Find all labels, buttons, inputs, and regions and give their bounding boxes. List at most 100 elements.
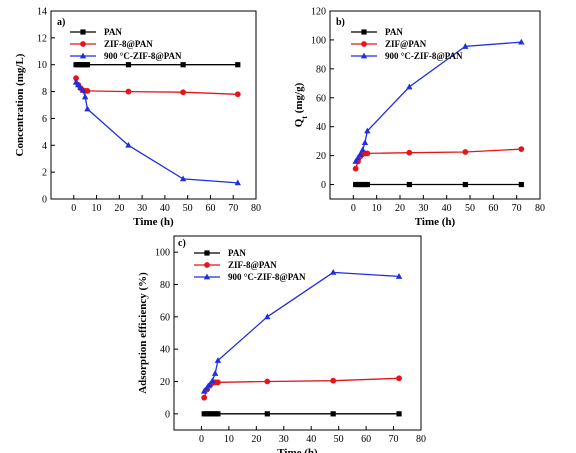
data-point-zif	[364, 150, 371, 157]
series-line-zif	[75, 77, 238, 95]
y-tick-label: 40	[316, 122, 326, 133]
data-point-c900	[214, 357, 222, 363]
x-axis-label: Time (h)	[133, 216, 174, 228]
data-point-c900	[329, 268, 337, 275]
x-tick-label: 40	[160, 203, 170, 214]
x-tick-label: 70	[389, 434, 399, 445]
y-tick-label: 0	[321, 180, 326, 191]
legend-marker	[203, 273, 211, 280]
data-point-c900	[354, 154, 362, 161]
legend-marker	[80, 29, 86, 35]
legend-label: 900 °C-ZIF-8@PAN	[104, 51, 182, 61]
legend-marker	[361, 41, 367, 47]
y-tick-label: 12	[37, 33, 47, 44]
y-tick-label: 14	[37, 7, 47, 18]
x-tick-label: 60	[361, 434, 371, 445]
data-point-zif	[462, 149, 469, 155]
data-point-c900	[234, 179, 241, 186]
data-point-zif	[73, 75, 79, 82]
data-point-zif	[264, 378, 271, 385]
legend-marker	[80, 41, 86, 47]
legend-label: ZIF@PAN	[385, 39, 427, 49]
legend-label: ZIF-8@PAN	[228, 260, 277, 270]
data-point-zif	[396, 375, 402, 382]
y-tick-label: 60	[160, 312, 170, 323]
y-tick-label: 80	[160, 280, 170, 291]
panel-letter: a)	[57, 17, 65, 28]
x-tick-label: 50	[465, 203, 475, 214]
y-tick-label: 0	[42, 195, 47, 206]
data-point-c900	[200, 387, 208, 394]
data-point-c900	[364, 127, 371, 134]
legend-label: 900 °C-ZIF-8@PAN	[385, 51, 463, 61]
data-point-c900	[79, 86, 87, 93]
legend-marker	[79, 52, 87, 59]
data-point-pan	[207, 411, 213, 417]
series-line-zif	[355, 148, 522, 169]
y-tick-label: 6	[42, 114, 47, 125]
data-point-c900	[462, 43, 469, 49]
data-point-pan	[212, 411, 218, 417]
legend: PAN ZIF@PAN 900 °C-ZIF-8@PAN	[351, 27, 463, 61]
legend: PAN ZIF-8@PAN 900 °C-ZIF-8@PAN	[194, 248, 306, 282]
legend-label: ZIF-8@PAN	[104, 39, 153, 49]
y-tick-label: 100	[155, 248, 170, 259]
legend-marker	[204, 250, 210, 256]
x-tick-label: 50	[183, 203, 193, 214]
x-tick-label: 30	[418, 203, 428, 214]
data-point-c900	[203, 384, 211, 391]
data-point-pan	[209, 411, 216, 417]
legend-marker	[361, 29, 367, 35]
data-point-pan	[215, 411, 221, 417]
y-tick-label: 8	[42, 87, 47, 98]
x-tick-label: 80	[535, 203, 545, 214]
x-tick-label: 60	[205, 203, 215, 214]
legend-marker	[204, 262, 210, 268]
x-tick-label: 10	[372, 203, 382, 214]
legend-label: 900 °C-ZIF-8@PAN	[228, 272, 306, 282]
series-line-c900	[203, 271, 400, 392]
data-point-pan	[406, 181, 412, 188]
legend-marker	[360, 52, 368, 59]
data-point-pan	[84, 62, 91, 68]
data-point-c900	[211, 370, 219, 376]
data-point-pan	[264, 411, 270, 417]
data-point-pan	[204, 411, 210, 417]
legend-label: PAN	[228, 248, 246, 258]
y-tick-label: 10	[37, 60, 47, 71]
panel-letter: b)	[336, 17, 345, 28]
y-tick-label: 20	[316, 151, 326, 162]
data-point-pan	[364, 181, 370, 188]
data-point-pan	[518, 181, 524, 188]
data-point-pan	[330, 411, 336, 417]
y-tick-label: 20	[160, 377, 170, 388]
x-tick-label: 60	[488, 203, 498, 214]
x-tick-label: 0	[199, 434, 204, 445]
x-tick-label: 80	[251, 203, 261, 214]
y-axis-label: Adsorption efficiency (%)	[137, 272, 149, 394]
chart-panel-3: 0 10 20 30 40 50 60 70 80 0 20 40 60 80 100 Time (h) Ads…	[137, 235, 426, 453]
plot-frame	[329, 10, 541, 200]
x-axis-label: Time (h)	[277, 447, 318, 453]
y-tick-label: 60	[316, 93, 326, 104]
y-tick-label: 4	[42, 141, 47, 152]
y-tick-label: 40	[160, 345, 170, 356]
chart-panel-2: 0 10 20 30 40 50 60 70 80 0 20 40 60 80 100 120 Time (h)…	[293, 7, 545, 229]
x-tick-label: 30	[279, 434, 289, 445]
data-point-zif	[234, 91, 241, 98]
data-point-zif	[215, 379, 221, 386]
data-point-zif	[406, 149, 413, 156]
legend: PAN ZIF-8@PAN 900 °C-ZIF-8@PAN	[70, 27, 182, 61]
panel-letter: c)	[178, 238, 186, 249]
y-axis-label: Qt (mg/g)	[293, 82, 309, 127]
x-tick-label: 0	[351, 203, 356, 214]
data-point-zif	[352, 165, 359, 172]
y-tick-label: 2	[42, 168, 47, 179]
y-tick-label: 120	[311, 7, 326, 18]
x-tick-label: 40	[306, 434, 316, 445]
x-tick-label: 50	[334, 434, 344, 445]
data-point-c900	[359, 146, 366, 153]
data-point-pan	[201, 411, 207, 417]
x-tick-label: 40	[442, 203, 452, 214]
data-point-c900	[209, 377, 216, 384]
